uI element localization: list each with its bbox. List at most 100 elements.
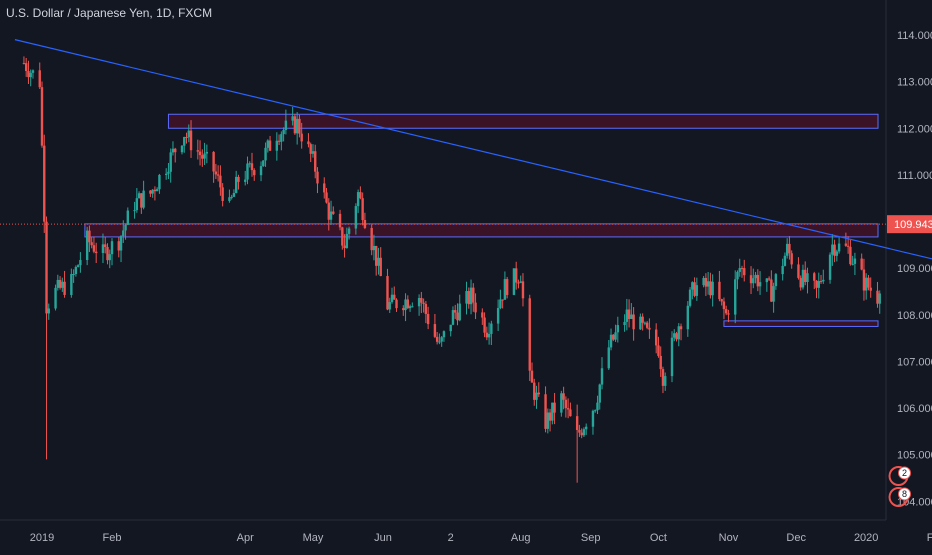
candle-body [219, 175, 222, 188]
candle-body [643, 322, 647, 324]
candle-body [487, 333, 491, 338]
candle-body [201, 155, 204, 159]
candle-body [92, 245, 96, 252]
candle-body [31, 70, 35, 73]
candle-body [562, 393, 565, 400]
candle-body [232, 192, 236, 197]
candle-body [537, 392, 540, 395]
candle-body [691, 282, 694, 290]
candle-body [228, 197, 231, 201]
candle-body [158, 174, 161, 190]
candle-body [813, 273, 816, 281]
candle-body [706, 281, 710, 287]
candle-body [74, 266, 78, 274]
candle-body [835, 251, 839, 256]
candle-body [325, 192, 328, 203]
candle-body [29, 72, 32, 78]
candle-body [404, 299, 407, 311]
candle-body [280, 134, 283, 142]
candle-body [822, 279, 825, 282]
time-axis-label: Nov [719, 532, 739, 544]
candle-body [535, 392, 538, 400]
candle-body [72, 273, 75, 275]
candle-body [785, 243, 789, 256]
candle-body [819, 281, 823, 283]
candle-body [749, 275, 753, 284]
candle-body [117, 241, 120, 251]
candle-body [553, 402, 556, 413]
candle-body [22, 62, 26, 64]
candle-body [704, 277, 708, 287]
candle-body [137, 193, 141, 199]
candle-body [244, 179, 247, 182]
candle-body [831, 244, 834, 255]
candle-body [472, 287, 475, 303]
candle-body [408, 306, 412, 309]
candle-body [458, 303, 461, 321]
candle-body [806, 273, 809, 282]
candle-body [584, 426, 588, 430]
candle-body [718, 281, 721, 300]
candle-body [485, 332, 489, 338]
candle-body [600, 368, 604, 385]
candle-body [212, 151, 215, 172]
candle-body [709, 281, 712, 296]
candle-body [151, 189, 154, 194]
candle-body [754, 274, 757, 279]
candle-body [135, 198, 139, 211]
candle-body [133, 210, 136, 212]
candle-body [155, 189, 159, 192]
candle-body [164, 173, 168, 175]
candle-body [205, 151, 209, 154]
candle-body [451, 310, 455, 325]
candle-body [551, 402, 554, 421]
candle-body [675, 333, 678, 340]
candle-body [388, 302, 391, 310]
candle-body [390, 294, 394, 303]
candle-body [607, 347, 610, 369]
zone-box [167, 113, 879, 129]
candle-body [582, 429, 586, 436]
candle-body [372, 245, 376, 251]
candle-body [623, 321, 626, 326]
candle-body [169, 152, 172, 172]
time-axis-label: Jun [374, 532, 392, 544]
candle-body [867, 277, 870, 288]
candle-body [693, 282, 696, 296]
time-axis-label: Feb [927, 532, 932, 544]
candle-body [456, 312, 459, 321]
price-axis-label: 114.000 [897, 30, 932, 42]
candle-body [359, 192, 362, 199]
candle-body [781, 265, 784, 275]
candle-body [356, 192, 360, 207]
candle-body [503, 279, 507, 300]
candle-body [45, 221, 48, 314]
candle-body [38, 70, 41, 88]
candle-body [295, 118, 299, 134]
time-axis-label: Apr [237, 532, 254, 544]
candle-body [862, 269, 866, 291]
candle-body [180, 145, 184, 153]
candle-body [774, 274, 778, 287]
candle-body [724, 309, 728, 314]
candle-body [216, 174, 220, 176]
candle-body [837, 243, 841, 252]
candle-body [548, 412, 552, 421]
candle-body [851, 263, 854, 265]
candle-body [860, 258, 863, 270]
candle-body [512, 268, 516, 295]
candle-body [361, 198, 364, 221]
candle-body [876, 290, 879, 304]
candle-body [316, 171, 319, 184]
candle-body [341, 227, 344, 246]
candle-body [203, 153, 206, 159]
candle-body [702, 277, 705, 286]
candle-body [817, 281, 820, 288]
candle-body [268, 140, 272, 151]
candle-body [469, 287, 473, 305]
candle-body [849, 246, 852, 265]
candle-body [756, 274, 760, 287]
candle-body [449, 324, 452, 332]
